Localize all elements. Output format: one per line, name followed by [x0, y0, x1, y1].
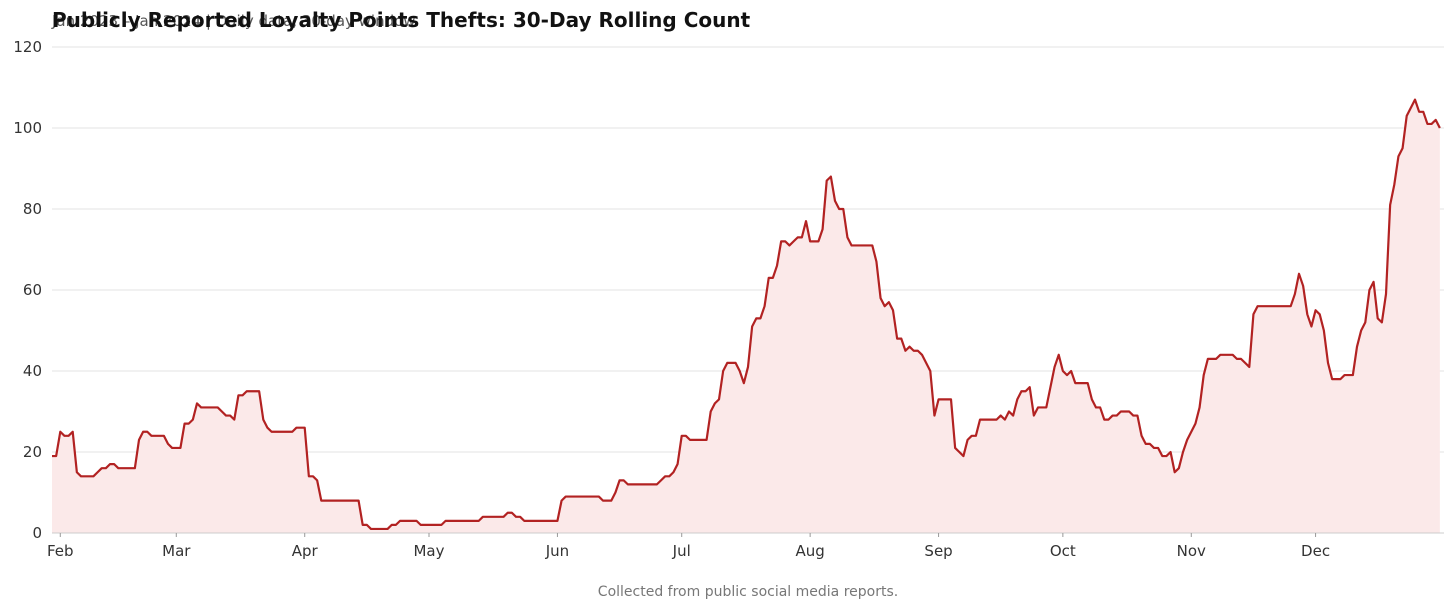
y-tick-label: 0 — [32, 524, 42, 542]
x-tick-label: Nov — [1177, 542, 1206, 560]
chart-subtitle: Jan 2023 – Jan 2024 | Daily data, 30-day… — [51, 12, 416, 30]
x-tick-label: Sep — [924, 542, 952, 560]
x-tick-label: Mar — [162, 542, 191, 560]
chart-caption: Collected from public social media repor… — [598, 584, 898, 600]
x-tick-label: Oct — [1050, 542, 1076, 560]
x-tick-label: Dec — [1301, 542, 1330, 560]
series-area-fill — [52, 99, 1440, 534]
x-tick-label: Jul — [672, 542, 691, 560]
y-tick-label: 60 — [23, 281, 42, 299]
x-tick-label: Feb — [47, 542, 74, 560]
y-axis-ticks: 0 20 40 60 80 100 120 — [13, 38, 42, 542]
series-line — [52, 98, 1441, 531]
chart-title: Publicly Reported Loyalty Points Thefts:… — [52, 8, 751, 32]
x-tick-label: Jun — [545, 542, 569, 560]
y-tick-label: 40 — [23, 362, 42, 380]
y-tick-label: 120 — [13, 38, 42, 56]
y-tick-label: 20 — [23, 443, 42, 461]
y-tick-label: 80 — [23, 200, 42, 218]
y-tick-label: 100 — [13, 119, 42, 137]
x-tick-label: Apr — [292, 542, 319, 560]
x-tick-label: May — [413, 542, 444, 560]
x-axis-ticks: Feb Mar Apr May Jun Jul Aug Sep Oct Nov Dec — [47, 533, 1330, 560]
x-tick-label: Aug — [795, 542, 824, 560]
